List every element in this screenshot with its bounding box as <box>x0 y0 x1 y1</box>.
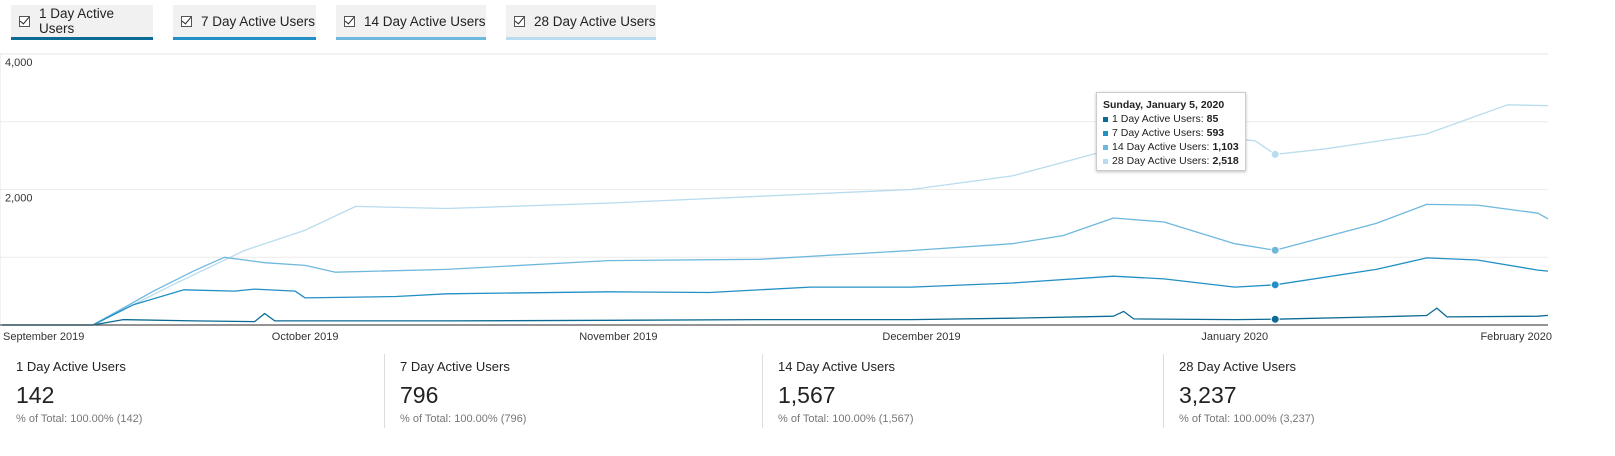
tooltip-title: Sunday, January 5, 2020 <box>1103 99 1225 111</box>
axes: 4,000 2,000 September 2019 October 2019 Nove… <box>0 57 1552 343</box>
metric-card-14-day: 14 Day Active Users 1,567 % of Total: 10… <box>762 354 1163 428</box>
tooltip-row: 7 Day Active Users: 593 <box>1103 126 1239 140</box>
tooltip-row-label: 1 Day Active Users: <box>1112 113 1204 125</box>
metric-value: 796 <box>400 382 439 408</box>
toggle-label: 28 Day Active Users <box>534 13 656 29</box>
x-tick-label: September 2019 <box>3 331 84 343</box>
grid-lines <box>0 53 1548 325</box>
metric-percent: % of Total: 100.00% (3,237) <box>1179 413 1315 425</box>
series-lines <box>2 104 1549 326</box>
tooltip-row-value: 1,103 <box>1212 141 1239 153</box>
metric-name: 28 Day Active Users <box>1179 359 1297 374</box>
series-color-bar <box>336 37 486 40</box>
checkbox-checked-icon[interactable] <box>514 15 525 27</box>
y-tick-label: 2,000 <box>5 193 33 205</box>
metric-value: 1,567 <box>778 382 836 408</box>
series-line <box>2 203 1549 326</box>
metric-name: 7 Day Active Users <box>400 359 510 374</box>
series-swatch-icon <box>1103 158 1108 164</box>
series-color-bar <box>506 37 656 40</box>
tooltip-row-label: 14 Day Active Users: <box>1112 141 1210 153</box>
checkbox-checked-icon[interactable] <box>344 15 355 27</box>
series-line <box>2 307 1549 326</box>
x-tick-label: November 2019 <box>579 331 657 343</box>
highlight-point <box>1270 314 1280 324</box>
metric-card-7-day: 7 Day Active Users 796 % of Total: 100.0… <box>384 354 762 428</box>
toggle-1-day-active-users[interactable]: 1 Day Active Users <box>11 5 153 40</box>
tooltip-row-label: 28 Day Active Users: <box>1112 155 1210 167</box>
toggle-label: 14 Day Active Users <box>364 13 486 29</box>
metric-value: 3,237 <box>1179 382 1237 408</box>
series-line <box>2 257 1549 326</box>
toggle-14-day-active-users[interactable]: 14 Day Active Users <box>336 5 486 40</box>
x-tick-label: January 2020 <box>1201 331 1268 343</box>
highlight-point <box>1270 280 1280 290</box>
x-tick-label: December 2019 <box>882 331 960 343</box>
toggle-7-day-active-users[interactable]: 7 Day Active Users <box>173 5 316 40</box>
tooltip-row-value: 2,518 <box>1212 155 1239 167</box>
tooltip-row: 14 Day Active Users: 1,103 <box>1103 140 1239 154</box>
highlight-points <box>1270 149 1280 324</box>
metric-percent: % of Total: 100.00% (1,567) <box>778 413 914 425</box>
metric-card-28-day: 28 Day Active Users 3,237 % of Total: 10… <box>1163 354 1563 428</box>
series-swatch-icon <box>1103 116 1108 122</box>
tooltip-row: 1 Day Active Users: 85 <box>1103 112 1239 126</box>
highlight-point <box>1270 149 1280 159</box>
y-tick-label: 4,000 <box>5 57 33 69</box>
metric-name: 1 Day Active Users <box>16 359 126 374</box>
toggle-28-day-active-users[interactable]: 28 Day Active Users <box>506 5 656 40</box>
series-swatch-icon <box>1103 130 1108 136</box>
x-tick-label: February 2020 <box>1480 331 1552 343</box>
toggle-label: 7 Day Active Users <box>201 13 316 29</box>
tooltip-row-value: 85 <box>1206 113 1219 125</box>
tooltip-row-label: 7 Day Active Users: <box>1112 127 1204 139</box>
checkbox-checked-icon[interactable] <box>19 15 30 27</box>
x-tick-label: October 2019 <box>272 331 339 343</box>
metric-name: 14 Day Active Users <box>778 359 896 374</box>
tooltip-row-value: 593 <box>1206 127 1225 139</box>
metric-percent: % of Total: 100.00% (796) <box>400 413 527 425</box>
metric-value: 142 <box>16 382 55 408</box>
series-toggles: 1 Day Active Users 7 Day Active Users 14… <box>0 0 1615 44</box>
series-color-bar <box>11 37 153 40</box>
series-color-bar <box>173 37 316 40</box>
hover-tooltip: Sunday, January 5, 2020 1 Day Active Use… <box>1096 92 1246 171</box>
line-chart[interactable]: 4,000 2,000 September 2019 October 2019 Nove… <box>0 44 1615 346</box>
tooltip-row: 28 Day Active Users: 2,518 <box>1103 154 1239 168</box>
metric-percent: % of Total: 100.00% (142) <box>16 413 143 425</box>
highlight-point <box>1270 245 1280 255</box>
toggle-label: 1 Day Active Users <box>39 6 115 36</box>
series-swatch-icon <box>1103 144 1108 150</box>
metric-summary: 1 Day Active Users 142 % of Total: 100.0… <box>0 354 1615 434</box>
metric-card-1-day: 1 Day Active Users 142 % of Total: 100.0… <box>1 354 384 428</box>
checkbox-checked-icon[interactable] <box>181 15 192 27</box>
series-line <box>2 104 1549 326</box>
